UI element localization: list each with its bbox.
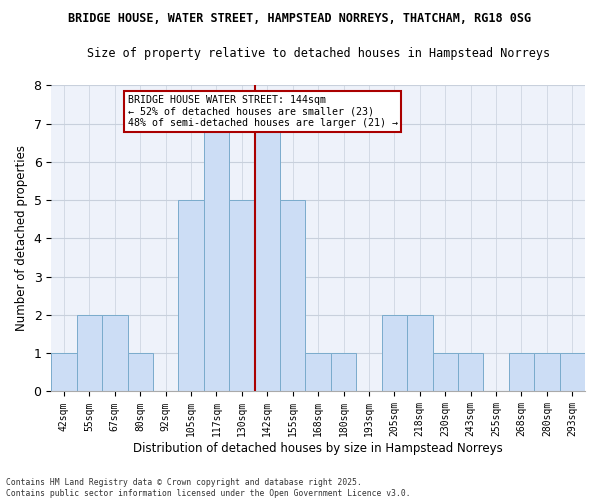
Text: BRIDGE HOUSE WATER STREET: 144sqm
← 52% of detached houses are smaller (23)
48% : BRIDGE HOUSE WATER STREET: 144sqm ← 52% … (128, 95, 398, 128)
Bar (534, 353, 560, 392)
Bar (128, 353, 153, 392)
X-axis label: Distribution of detached houses by size in Hampstead Norreys: Distribution of detached houses by size … (133, 442, 503, 455)
Bar (204, 124, 229, 392)
Bar (305, 353, 331, 392)
Bar (229, 200, 254, 392)
Bar (458, 353, 484, 392)
Text: BRIDGE HOUSE, WATER STREET, HAMPSTEAD NORREYS, THATCHAM, RG18 0SG: BRIDGE HOUSE, WATER STREET, HAMPSTEAD NO… (68, 12, 532, 26)
Bar (509, 353, 534, 392)
Bar (560, 353, 585, 392)
Bar (280, 200, 305, 392)
Bar (407, 315, 433, 392)
Bar (102, 315, 128, 392)
Bar (77, 315, 102, 392)
Bar (254, 124, 280, 392)
Bar (382, 315, 407, 392)
Y-axis label: Number of detached properties: Number of detached properties (15, 146, 28, 332)
Text: Contains HM Land Registry data © Crown copyright and database right 2025.
Contai: Contains HM Land Registry data © Crown c… (6, 478, 410, 498)
Bar (178, 200, 204, 392)
Bar (331, 353, 356, 392)
Bar (51, 353, 77, 392)
Bar (433, 353, 458, 392)
Title: Size of property relative to detached houses in Hampstead Norreys: Size of property relative to detached ho… (86, 48, 550, 60)
